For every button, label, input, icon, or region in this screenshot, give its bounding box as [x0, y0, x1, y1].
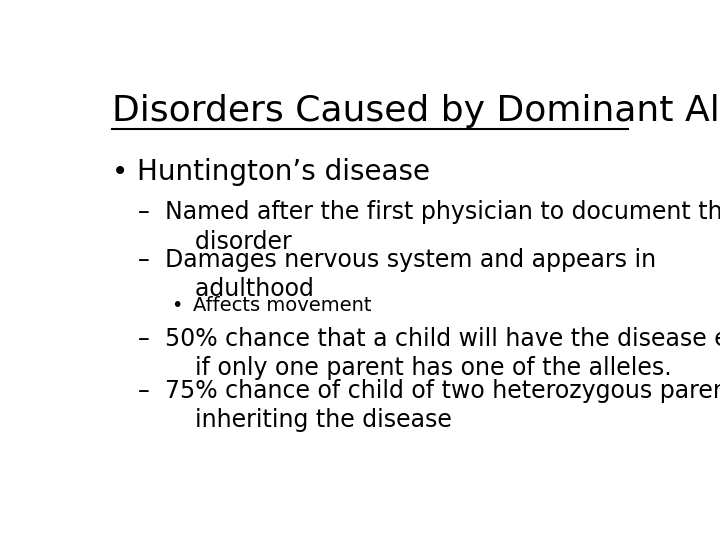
Text: –: –	[138, 200, 149, 224]
Text: –: –	[138, 327, 149, 351]
Text: •: •	[112, 158, 129, 186]
Text: 75% chance of child of two heterozygous parents
    inheriting the disease: 75% chance of child of two heterozygous …	[166, 379, 720, 433]
Text: •: •	[171, 295, 182, 315]
Text: Named after the first physician to document the
    disorder: Named after the first physician to docum…	[166, 200, 720, 254]
Text: –: –	[138, 248, 149, 272]
Text: 50% chance that a child will have the disease even
    if only one parent has on: 50% chance that a child will have the di…	[166, 327, 720, 381]
Text: Disorders Caused by Dominant Alleles: Disorders Caused by Dominant Alleles	[112, 94, 720, 128]
Text: Affects movement: Affects movement	[193, 295, 372, 315]
Text: –: –	[138, 379, 149, 403]
Text: Damages nervous system and appears in
    adulthood: Damages nervous system and appears in ad…	[166, 248, 657, 301]
Text: Huntington’s disease: Huntington’s disease	[138, 158, 431, 186]
